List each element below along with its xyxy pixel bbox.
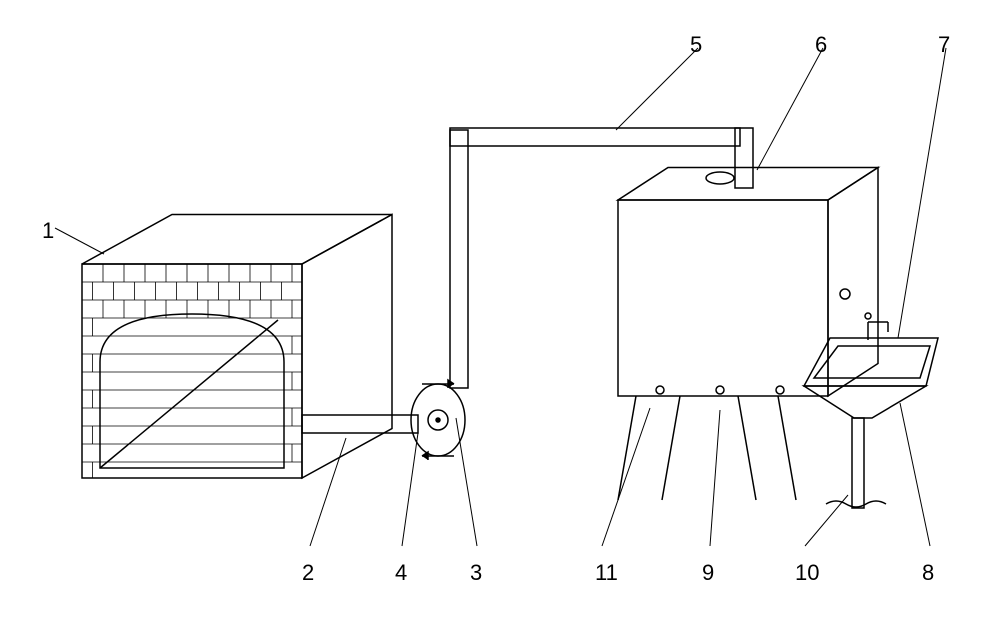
- callout-label-10: 10: [795, 560, 819, 586]
- callout-label-4: 4: [395, 560, 407, 586]
- callout-label-5: 5: [690, 32, 702, 58]
- callout-label-9: 9: [702, 560, 714, 586]
- callout-label-2: 2: [302, 560, 314, 586]
- callout-label-8: 8: [922, 560, 934, 586]
- callout-label-1: 1: [42, 218, 54, 244]
- callout-label-7: 7: [938, 32, 950, 58]
- callout-label-3: 3: [470, 560, 482, 586]
- callout-label-11: 11: [595, 560, 618, 586]
- callout-label-6: 6: [815, 32, 827, 58]
